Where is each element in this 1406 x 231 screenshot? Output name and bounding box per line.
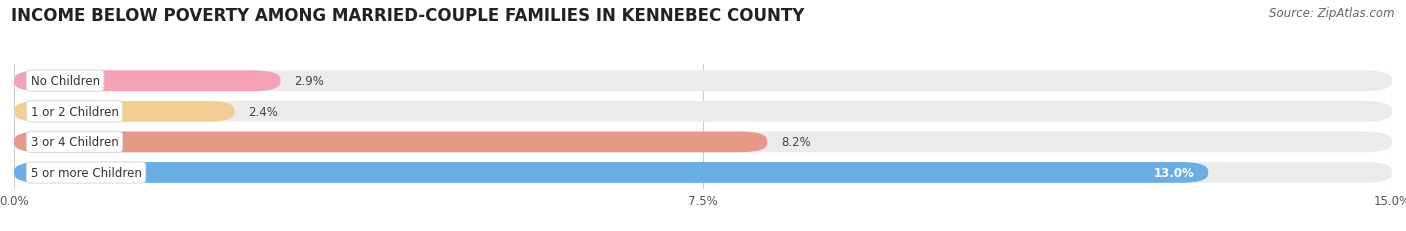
Text: No Children: No Children [31, 75, 100, 88]
FancyBboxPatch shape [14, 162, 1392, 183]
FancyBboxPatch shape [14, 71, 280, 92]
Text: 8.2%: 8.2% [782, 136, 811, 149]
Text: 13.0%: 13.0% [1154, 166, 1195, 179]
FancyBboxPatch shape [14, 101, 1392, 122]
Text: 3 or 4 Children: 3 or 4 Children [31, 136, 118, 149]
FancyBboxPatch shape [14, 101, 235, 122]
FancyBboxPatch shape [14, 162, 1208, 183]
Text: 1 or 2 Children: 1 or 2 Children [31, 105, 118, 118]
Text: 2.4%: 2.4% [249, 105, 278, 118]
Text: Source: ZipAtlas.com: Source: ZipAtlas.com [1270, 7, 1395, 20]
FancyBboxPatch shape [14, 132, 768, 153]
Text: INCOME BELOW POVERTY AMONG MARRIED-COUPLE FAMILIES IN KENNEBEC COUNTY: INCOME BELOW POVERTY AMONG MARRIED-COUPL… [11, 7, 804, 25]
Text: 5 or more Children: 5 or more Children [31, 166, 142, 179]
FancyBboxPatch shape [14, 71, 1392, 92]
Text: 2.9%: 2.9% [294, 75, 325, 88]
FancyBboxPatch shape [14, 132, 1392, 153]
